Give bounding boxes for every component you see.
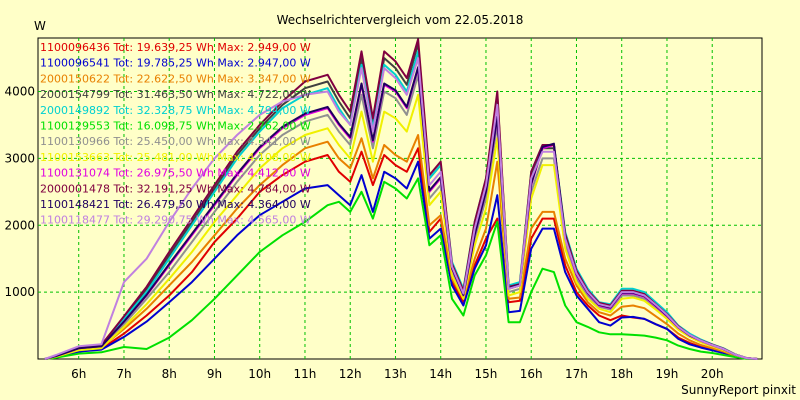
x-tick-label: 11h	[294, 367, 317, 381]
y-tick-label: 4000	[4, 85, 35, 99]
legend-entry-3: 2000154799 Tot: 31.463,50 Wh Max: 4.722,…	[40, 88, 311, 101]
legend-entry-4: 2000149892 Tot: 32.328,75 Wh Max: 4.794,…	[40, 104, 311, 117]
axis-tick-labels: 6h 7h 8h 9h 10h 11h 12h 13h 14h 15h 16h 17h 18h 19h 20…	[4, 85, 723, 382]
footer-credit: SunnyReport pinxit	[681, 383, 796, 397]
x-tick-label: 20h	[701, 367, 724, 381]
legend-entry-7: 1100153663 Tot: 25.481,00 Wh Max: 4.108,…	[40, 151, 311, 164]
legend-entry-5: 1100129553 Tot: 16.098,75 Wh Max: 2.762,…	[40, 120, 311, 133]
series-layer	[44, 38, 758, 360]
x-tick-label: 10h	[248, 367, 271, 381]
legend-entry-6: 1100130966 Tot: 25.450,00 Wh Max: 4.341,…	[40, 135, 311, 148]
x-tick-label: 16h	[520, 367, 543, 381]
legend-entry-11: 1100118477 Tot: 29.290,75 Wh Max: 4.565,…	[40, 214, 311, 227]
legend-entry-10: 1100148421 Tot: 26.479,50 Wh Max: 4.364,…	[40, 198, 311, 211]
x-tick-label: 12h	[339, 367, 362, 381]
series-line-5	[44, 177, 758, 360]
x-tick-label: 13h	[384, 367, 407, 381]
legend-entry-1: 1100096541 Tot: 19.785,25 Wh Max: 2.947,…	[40, 57, 311, 70]
x-tick-label: 8h	[162, 367, 177, 381]
x-tick-label: 15h	[475, 367, 498, 381]
series-line-1	[44, 160, 758, 360]
y-tick-label: 3000	[4, 151, 35, 165]
legend-entry-2: 2000150622 Tot: 22.622,50 Wh Max: 3.347,…	[40, 72, 311, 85]
x-tick-label: 7h	[116, 367, 131, 381]
y-tick-label: 1000	[4, 285, 35, 299]
x-tick-label: 19h	[656, 367, 679, 381]
x-tick-label: 6h	[71, 367, 86, 381]
y-tick-label: 2000	[4, 218, 35, 232]
legend-entry-8: 1100131074 Tot: 26.975,50 Wh Max: 4.412,…	[40, 167, 311, 180]
legend: 1100096436 Tot: 19.639,25 Wh Max: 2.949,…	[40, 41, 311, 227]
legend-entry-9: 2000001478 Tot: 32.191,25 Wh Max: 4.784,…	[40, 182, 311, 195]
series-line-11	[44, 57, 758, 360]
x-tick-label: 9h	[207, 367, 222, 381]
x-tick-label: 17h	[565, 367, 588, 381]
series-line-2	[44, 134, 758, 360]
chart-title: Wechselrichtervergleich vom 22.05.2018	[277, 13, 524, 27]
y-axis-unit-label: W	[34, 19, 46, 33]
legend-entry-0: 1100096436 Tot: 19.639,25 Wh Max: 2.949,…	[40, 41, 311, 54]
series-line-7	[44, 93, 758, 360]
x-tick-label: 18h	[610, 367, 633, 381]
x-tick-label: 14h	[429, 367, 452, 381]
